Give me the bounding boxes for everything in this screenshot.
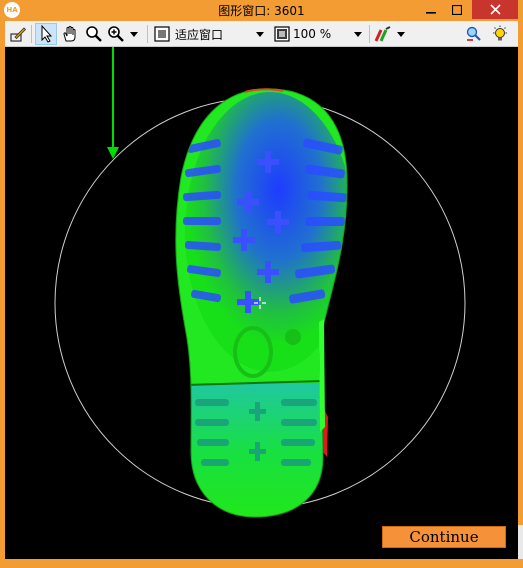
zoom-percent-value: 100 % <box>293 27 332 41</box>
shoe-sole-image <box>175 88 348 518</box>
orientation-arrow-head <box>107 147 119 159</box>
settings-lightbulb-icon <box>493 25 507 41</box>
pointer-icon <box>41 25 53 43</box>
fit-window-label: 适应窗口 <box>175 27 224 42</box>
maximize-button[interactable] <box>444 0 470 19</box>
pan-hand-icon <box>63 26 76 42</box>
top-edge-red <box>244 88 284 93</box>
maximize-icon <box>452 4 462 15</box>
sole-outline <box>175 88 348 518</box>
graphics-canvas[interactable] <box>5 47 518 559</box>
app-icon: HA <box>4 2 20 18</box>
zoom-percent-combo[interactable]: 100 % <box>273 23 365 45</box>
toolbar-separator <box>31 25 32 43</box>
window-bottom-border <box>0 559 523 568</box>
dropdown-arrow-icon <box>256 32 264 37</box>
dropdown-arrow-icon <box>397 32 405 37</box>
window-side-strip <box>518 525 523 559</box>
zoom-icon <box>108 26 124 42</box>
minimize-icon <box>426 11 436 14</box>
title-bar[interactable]: HA 图形窗口: 3601 <box>0 0 523 20</box>
dropdown-arrow-icon <box>354 32 362 37</box>
magnifier-icon <box>86 26 102 42</box>
dropdown-arrow-icon <box>130 32 138 37</box>
close-button[interactable] <box>472 0 518 19</box>
fit-window-combo[interactable]: 适应窗口 <box>153 23 271 45</box>
canvas-drawing <box>54 47 466 518</box>
toolbar-separator <box>369 25 370 43</box>
pan-button[interactable] <box>59 23 81 45</box>
inspect-button[interactable] <box>463 23 485 45</box>
edit-icon <box>10 27 27 42</box>
continue-button[interactable]: Continue <box>382 526 506 548</box>
window-title: 图形窗口: 3601 <box>218 4 305 18</box>
color-tools-button[interactable] <box>373 23 411 45</box>
pointer-button[interactable] <box>35 23 57 45</box>
toolbar: 适应窗口 100 % <box>5 21 518 47</box>
minimize-button[interactable] <box>418 0 444 19</box>
fit-window-icon <box>154 26 170 42</box>
edit-button[interactable] <box>7 23 29 45</box>
settings-button[interactable] <box>489 23 511 45</box>
zoom-percent-icon <box>274 26 290 42</box>
magnifier-button[interactable] <box>83 23 105 45</box>
color-tools-icon <box>374 26 391 42</box>
zoom-button[interactable] <box>105 23 127 45</box>
zoom-dropdown-button[interactable] <box>127 23 141 45</box>
close-icon <box>489 4 501 15</box>
inspect-icon <box>466 26 481 41</box>
edge-highlight-green <box>319 319 325 432</box>
toolbar-separator <box>147 25 148 43</box>
center-crosshair-icon <box>254 297 266 309</box>
